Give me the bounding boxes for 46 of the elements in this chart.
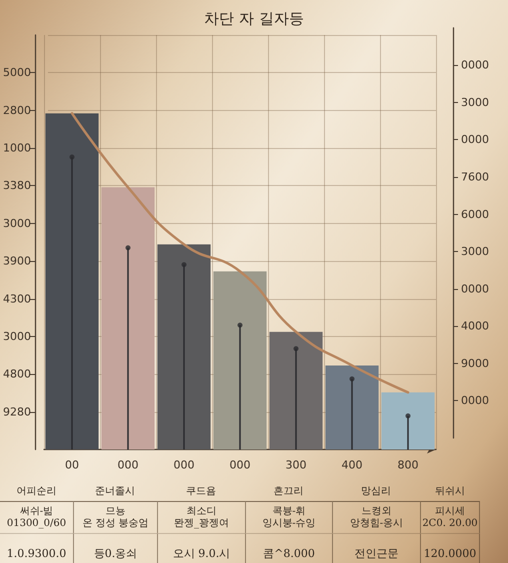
category-label: 4000 — [461, 320, 489, 333]
category-label: 9000 — [461, 356, 489, 370]
text: 전인근문 — [332, 533, 420, 563]
category-label: 3000 — [2, 330, 31, 343]
text: 써쉬-빎 01300_0/60 — [0, 501, 73, 533]
text: 등0.옹쇠 — [73, 533, 157, 563]
category-label: 6000 — [461, 208, 489, 221]
text: 1.0.9300.0 — [0, 533, 73, 563]
text: 흔끄리 — [272, 484, 304, 498]
category-label: 0000 — [461, 282, 489, 296]
x-tick-label: 000 — [174, 458, 194, 472]
category-label: 5000 — [2, 66, 31, 80]
text: 120.0000 — [420, 533, 480, 563]
text: 오시 9.0.시 — [157, 533, 245, 563]
text: 느켱외 앙쳥힘-옹시 — [332, 501, 420, 533]
category-label: 9280 — [2, 405, 31, 418]
text: 최소디 뫈젱_꽝젱여 — [157, 501, 245, 533]
category-label: 3000 — [461, 245, 489, 258]
category-label: 3380 — [2, 179, 31, 192]
text: 준너졸시 — [94, 484, 136, 498]
category-label: 0000 — [461, 133, 489, 146]
category-label: 3000 — [461, 96, 489, 109]
category-label: 4300 — [2, 292, 31, 306]
x-tick-label: 300 — [286, 458, 306, 472]
chart-title: 차단 자 길자등 — [204, 10, 304, 28]
text: 쿠드욤 — [185, 484, 217, 498]
category-label: 7600 — [461, 170, 489, 184]
x-tick-label: 800 — [398, 458, 418, 472]
text: 어피순리 — [16, 484, 58, 498]
category-label: 1000 — [2, 142, 31, 155]
text: 콤^8.000 — [245, 533, 332, 563]
x-tick-label: 000 — [118, 458, 138, 472]
text: 피시세 2C0. 20.00 — [420, 501, 480, 533]
category-label: 4800 — [2, 368, 31, 381]
x-tick-label: 400 — [342, 458, 362, 472]
x-tick-label: 000 — [230, 458, 250, 472]
category-label: 3000 — [2, 216, 31, 230]
x-tick-label: 00 — [65, 458, 79, 472]
text: 뒤쉬시 — [434, 484, 466, 498]
text: 망심리 — [360, 484, 392, 498]
text: 므뇽 온 정성 붕숭엄 — [73, 501, 157, 533]
category-label: 0000 — [461, 58, 489, 72]
category-label: 2800 — [2, 104, 31, 117]
category-label: 0000 — [461, 394, 489, 408]
category-label: 3900 — [2, 254, 31, 268]
text: 콕븅-휘 잉시붕-슈잉 — [245, 501, 332, 533]
